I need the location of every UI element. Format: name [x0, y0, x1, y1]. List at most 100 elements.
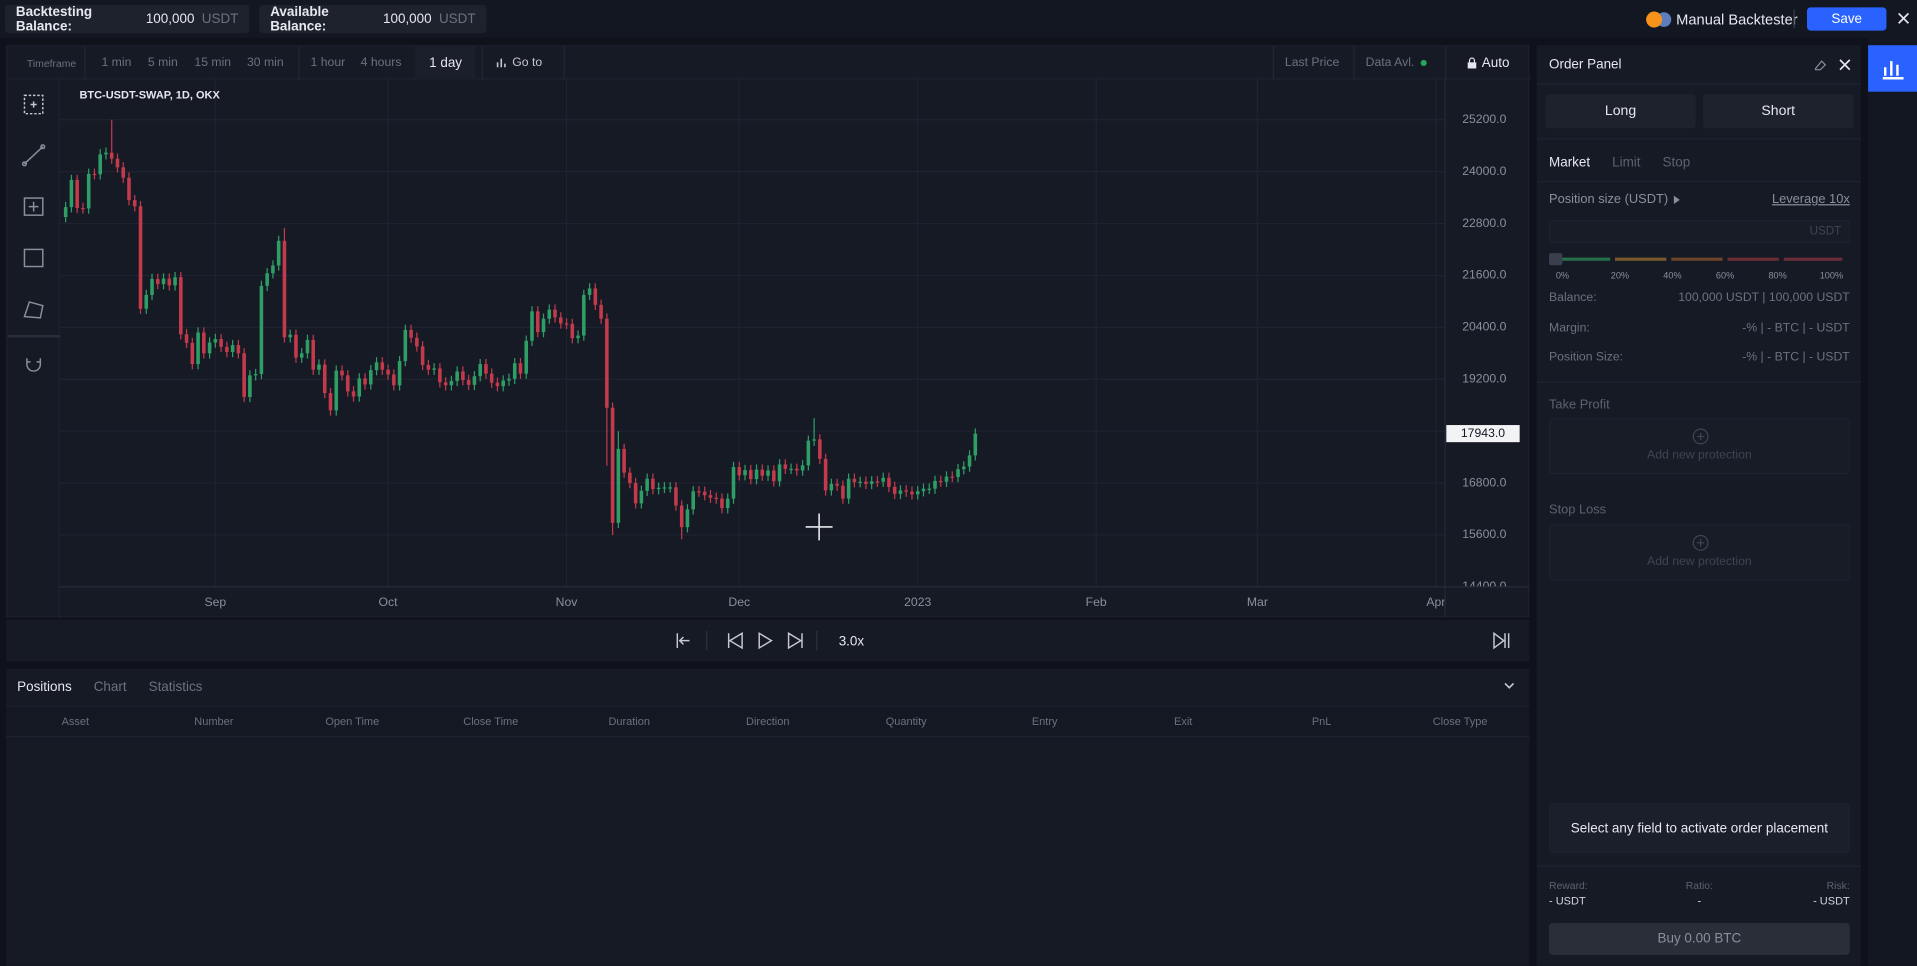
column-header: Quantity [885, 715, 927, 728]
reset-button[interactable] [676, 633, 690, 648]
candle-body [668, 487, 672, 489]
candle-body [864, 481, 868, 484]
play-button[interactable] [758, 632, 773, 650]
candle-body [294, 334, 298, 358]
tool-measure[interactable] [23, 197, 44, 216]
candle-body [184, 334, 189, 343]
buy-button[interactable]: Buy 0.00 BTC [1549, 923, 1850, 955]
tab[interactable]: Statistics [148, 679, 203, 695]
candle-body [910, 491, 914, 495]
candle-body [248, 375, 252, 397]
timeframe-button[interactable]: 1 day [415, 46, 476, 80]
last-price[interactable]: Last Price [1284, 56, 1340, 70]
timeframe-button[interactable]: 4 hours [360, 56, 402, 70]
save-button[interactable]: Save [1806, 7, 1887, 31]
column-header: Close Time [463, 715, 519, 728]
data-available: Data Avl. [1366, 46, 1427, 79]
right-sidebar [1868, 37, 1917, 966]
tool-rect[interactable] [23, 248, 44, 268]
candle-body [161, 278, 166, 285]
step-forward-button[interactable] [787, 632, 803, 650]
go-to[interactable]: Go to [496, 46, 542, 79]
close-panel-icon[interactable] [1839, 59, 1851, 71]
candle-body [800, 465, 805, 471]
tool-magnet[interactable] [26, 358, 42, 372]
timeframe-button[interactable]: 1 hour [310, 56, 346, 70]
summary-label: Ratio: [1685, 879, 1713, 892]
tool-line[interactable] [23, 146, 44, 165]
candle-body [380, 362, 385, 370]
candle-body [622, 448, 626, 473]
candle-body [512, 363, 517, 379]
candle-body [202, 332, 206, 354]
collapse-icon[interactable] [1504, 682, 1515, 691]
divider [1536, 83, 1861, 85]
order-panel-tab[interactable] [1868, 45, 1917, 92]
y-tick-label: 24000.0 [1462, 164, 1506, 178]
candle-body [144, 294, 149, 309]
auto-button[interactable]: Auto [1467, 46, 1509, 79]
candle-body [69, 179, 74, 208]
slider-mark: 80% [1768, 270, 1787, 282]
size-slider[interactable] [1549, 252, 1850, 267]
candle-body [150, 278, 154, 295]
timeframe-button[interactable]: 1 min [101, 56, 132, 70]
leverage[interactable]: Leverage 10x [1771, 191, 1850, 207]
clear-icon[interactable] [1814, 60, 1827, 71]
separator [84, 46, 86, 80]
candle-body [438, 368, 442, 383]
timeframe-button[interactable]: 5 min [147, 56, 178, 70]
timeframe-button[interactable]: 15 min [194, 56, 232, 70]
candle-body [823, 458, 828, 491]
value: 100,000 [145, 11, 195, 27]
close-icon[interactable] [1897, 12, 1910, 24]
order-type-tab[interactable]: Market [1549, 155, 1591, 170]
order-type-tab[interactable]: Limit [1612, 155, 1641, 170]
candle-body [731, 467, 736, 499]
candle-body [449, 380, 454, 386]
candle-body [967, 455, 972, 467]
take-profit-box[interactable]: Add new protection [1549, 418, 1850, 475]
tabs: Positions Chart Statistics [17, 680, 202, 695]
y-tick-label: 14400.0 [1462, 579, 1506, 593]
candle-body [426, 364, 431, 370]
step-back-button[interactable] [727, 632, 743, 650]
candle-body [691, 491, 695, 510]
info-row: Balance: 100,000 USDT | 100,000 USDT [1549, 291, 1850, 304]
slider-mark: 0% [1555, 270, 1570, 282]
tool-select[interactable] [23, 94, 44, 115]
tool-polygon[interactable] [23, 301, 44, 319]
x-tick-label: Feb [1086, 595, 1107, 609]
side-button[interactable]: Short [1703, 94, 1854, 129]
tab[interactable]: Chart [93, 679, 127, 695]
order-type-tab[interactable]: Stop [1662, 155, 1691, 170]
panel-icons [1814, 59, 1851, 71]
divider [1536, 138, 1861, 140]
candle-body [311, 339, 316, 370]
side-button[interactable]: Long [1545, 94, 1696, 129]
speed[interactable]: 3.0x [838, 634, 865, 650]
stop-loss-box[interactable]: Add new protection [1549, 524, 1850, 581]
candle-body [605, 318, 609, 408]
candle-body [651, 478, 655, 490]
x-tick-label: Nov [556, 595, 579, 609]
candle-body [858, 481, 862, 483]
candle-body [179, 277, 183, 335]
candle-body [645, 478, 649, 491]
price-tag [1446, 425, 1520, 443]
tab[interactable]: Positions [17, 679, 72, 695]
x-tick-label: Apr [1426, 595, 1445, 609]
candle-body [271, 265, 275, 274]
notice: Select any field to activate order place… [1549, 803, 1850, 854]
candle-body [213, 339, 218, 343]
position-size[interactable]: Position size (USDT) [1549, 192, 1681, 207]
candle-body [777, 464, 782, 482]
candle-body [956, 469, 960, 477]
position-input[interactable]: USDT [1549, 220, 1850, 244]
candle-body [582, 294, 586, 336]
jump-end-button[interactable] [1493, 632, 1513, 650]
divider [1536, 865, 1861, 867]
y-tick-label: 20400.0 [1462, 320, 1506, 334]
candle-body [115, 158, 120, 168]
timeframe-button[interactable]: 30 min [246, 56, 284, 70]
